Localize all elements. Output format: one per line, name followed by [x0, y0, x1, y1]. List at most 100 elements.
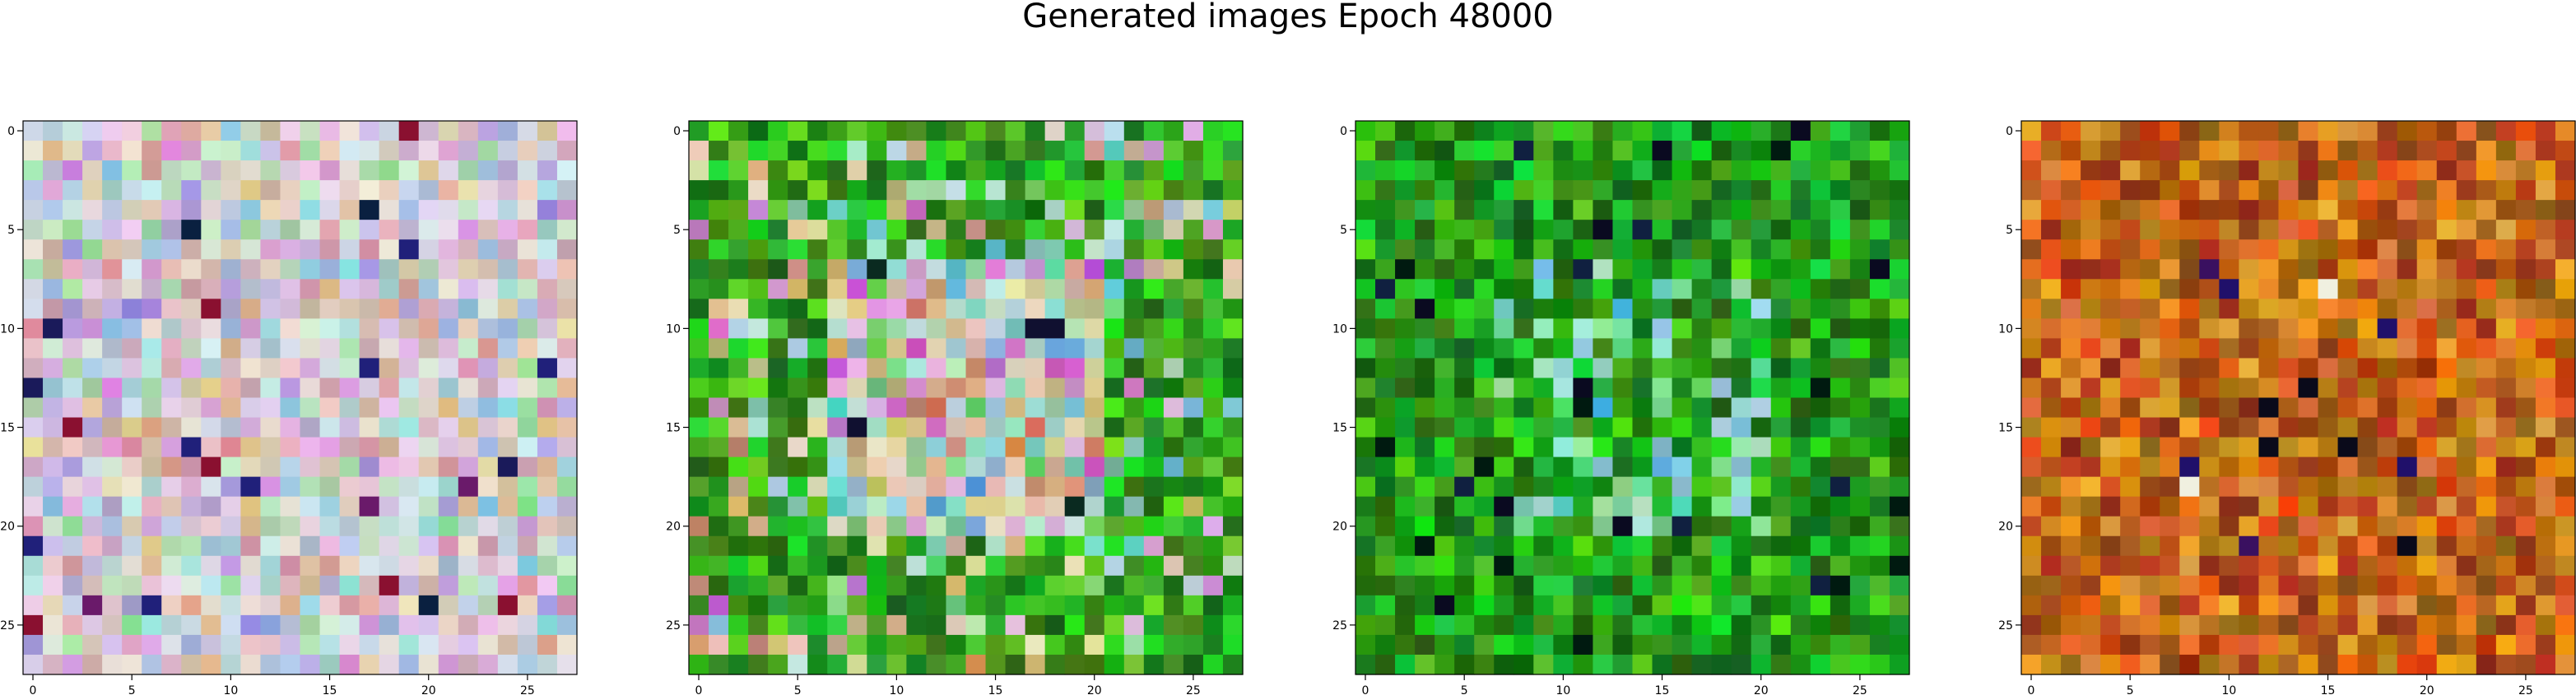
pixel-cell	[965, 318, 987, 339]
pixel-cell	[2357, 575, 2378, 596]
pixel-cell	[537, 397, 558, 419]
pixel-cell	[379, 654, 400, 675]
pixel-cell	[398, 496, 420, 517]
pixel-cell	[1672, 121, 1693, 141]
pixel-cell	[1593, 378, 1614, 399]
pixel-cell	[477, 516, 499, 537]
pixel-cell	[965, 239, 987, 260]
pixel-cell	[2377, 437, 2398, 458]
pixel-cell	[1395, 358, 1416, 379]
pixel-cell	[1104, 259, 1125, 280]
pixel-cell	[1672, 358, 1693, 379]
pixel-cell	[82, 516, 103, 537]
pixel-cell	[886, 397, 907, 419]
pixel-cell	[1202, 575, 1224, 596]
pixel-cell	[1849, 634, 1871, 656]
pixel-cell	[1731, 279, 1752, 299]
pixel-cell	[1084, 200, 1105, 220]
pixel-cell	[379, 614, 400, 636]
pixel-cell	[2377, 456, 2398, 478]
pixel-cell	[1375, 220, 1396, 240]
pixel-cell	[1005, 239, 1026, 260]
pixel-cell	[2436, 397, 2457, 419]
pixel-cell	[1084, 239, 1105, 260]
pixel-cell	[1869, 318, 1890, 339]
pixel-cell	[201, 220, 221, 240]
pixel-cell	[1025, 200, 1046, 220]
pixel-cell	[161, 220, 182, 240]
pixel-cell	[1375, 200, 1396, 220]
pixel-cell	[477, 180, 499, 201]
pixel-cell	[1375, 160, 1396, 181]
pixel-cell	[926, 535, 947, 557]
pixel-cell	[2100, 397, 2121, 419]
pixel-cell	[1830, 318, 1851, 339]
pixel-cell	[1494, 200, 1514, 220]
pixel-cell	[728, 141, 749, 161]
pixel-cell	[1751, 121, 1772, 141]
pixel-cell	[1375, 595, 1396, 616]
pixel-cell	[2219, 535, 2239, 557]
pixel-cell	[63, 417, 83, 438]
pixel-cell	[886, 437, 907, 458]
pixel-cell	[807, 417, 828, 438]
pixel-cell	[1632, 654, 1653, 675]
pixel-cell	[181, 614, 202, 636]
pixel-cell	[1869, 535, 1890, 557]
pixel-cell	[2140, 160, 2160, 181]
pixel-cell	[867, 476, 887, 498]
pixel-cell	[1593, 476, 1614, 498]
pixel-cell	[1830, 220, 1851, 240]
pixel-cell	[23, 180, 44, 201]
pixel-cell	[1395, 121, 1416, 141]
pixel-cell	[2278, 496, 2299, 517]
pixel-cell	[1593, 358, 1614, 379]
pixel-cell	[1593, 575, 1614, 596]
pixel-cell	[1434, 437, 1455, 458]
pixel-cell	[1084, 180, 1105, 201]
pixel-cell	[260, 338, 281, 359]
pixel-cell	[1751, 555, 1772, 577]
x-tick-label: 15	[2321, 684, 2336, 695]
pixel-cell	[2100, 358, 2121, 379]
pixel-cell	[63, 121, 83, 141]
pixel-cell	[359, 358, 380, 379]
pixel-cell	[2021, 496, 2042, 517]
pixel-cell	[1183, 299, 1204, 319]
pixel-cell	[1790, 614, 1811, 636]
pixel-cell	[1084, 299, 1105, 319]
pixel-cell	[2476, 417, 2497, 438]
pixel-cell	[339, 220, 360, 240]
pixel-cell	[319, 575, 341, 596]
pixel-cell	[1573, 318, 1594, 339]
pixel-cell	[1395, 259, 1416, 280]
pixel-cell	[122, 358, 142, 379]
pixel-cell	[2377, 496, 2398, 517]
pixel-cell	[23, 358, 44, 379]
pixel-cell	[1514, 160, 1534, 181]
pixel-cell	[1711, 417, 1732, 438]
pixel-cell	[497, 299, 518, 319]
pixel-cell	[379, 417, 400, 438]
pixel-cell	[1415, 318, 1435, 339]
x-tick-label: 20	[2420, 684, 2434, 695]
pixel-cell	[339, 417, 360, 438]
pixel-cell	[867, 141, 887, 161]
y-tick-label: 5	[7, 224, 15, 237]
pixel-cell	[2456, 535, 2477, 557]
pixel-cell	[1612, 239, 1634, 260]
pixel-cell	[965, 141, 987, 161]
pixel-cell	[1672, 220, 1693, 240]
pixel-cell	[1395, 279, 1416, 299]
pixel-cell	[1084, 614, 1105, 636]
pixel-cell	[161, 417, 182, 438]
pixel-cell	[438, 575, 459, 596]
pixel-cell	[102, 160, 123, 181]
pixel-cell	[556, 299, 578, 319]
pixel-cell	[63, 318, 83, 339]
pixel-cell	[926, 180, 947, 201]
pixel-cell	[1025, 437, 1046, 458]
pixel-cell	[1790, 516, 1811, 537]
pixel-cell	[1790, 575, 1811, 596]
pixel-cell	[556, 318, 578, 339]
